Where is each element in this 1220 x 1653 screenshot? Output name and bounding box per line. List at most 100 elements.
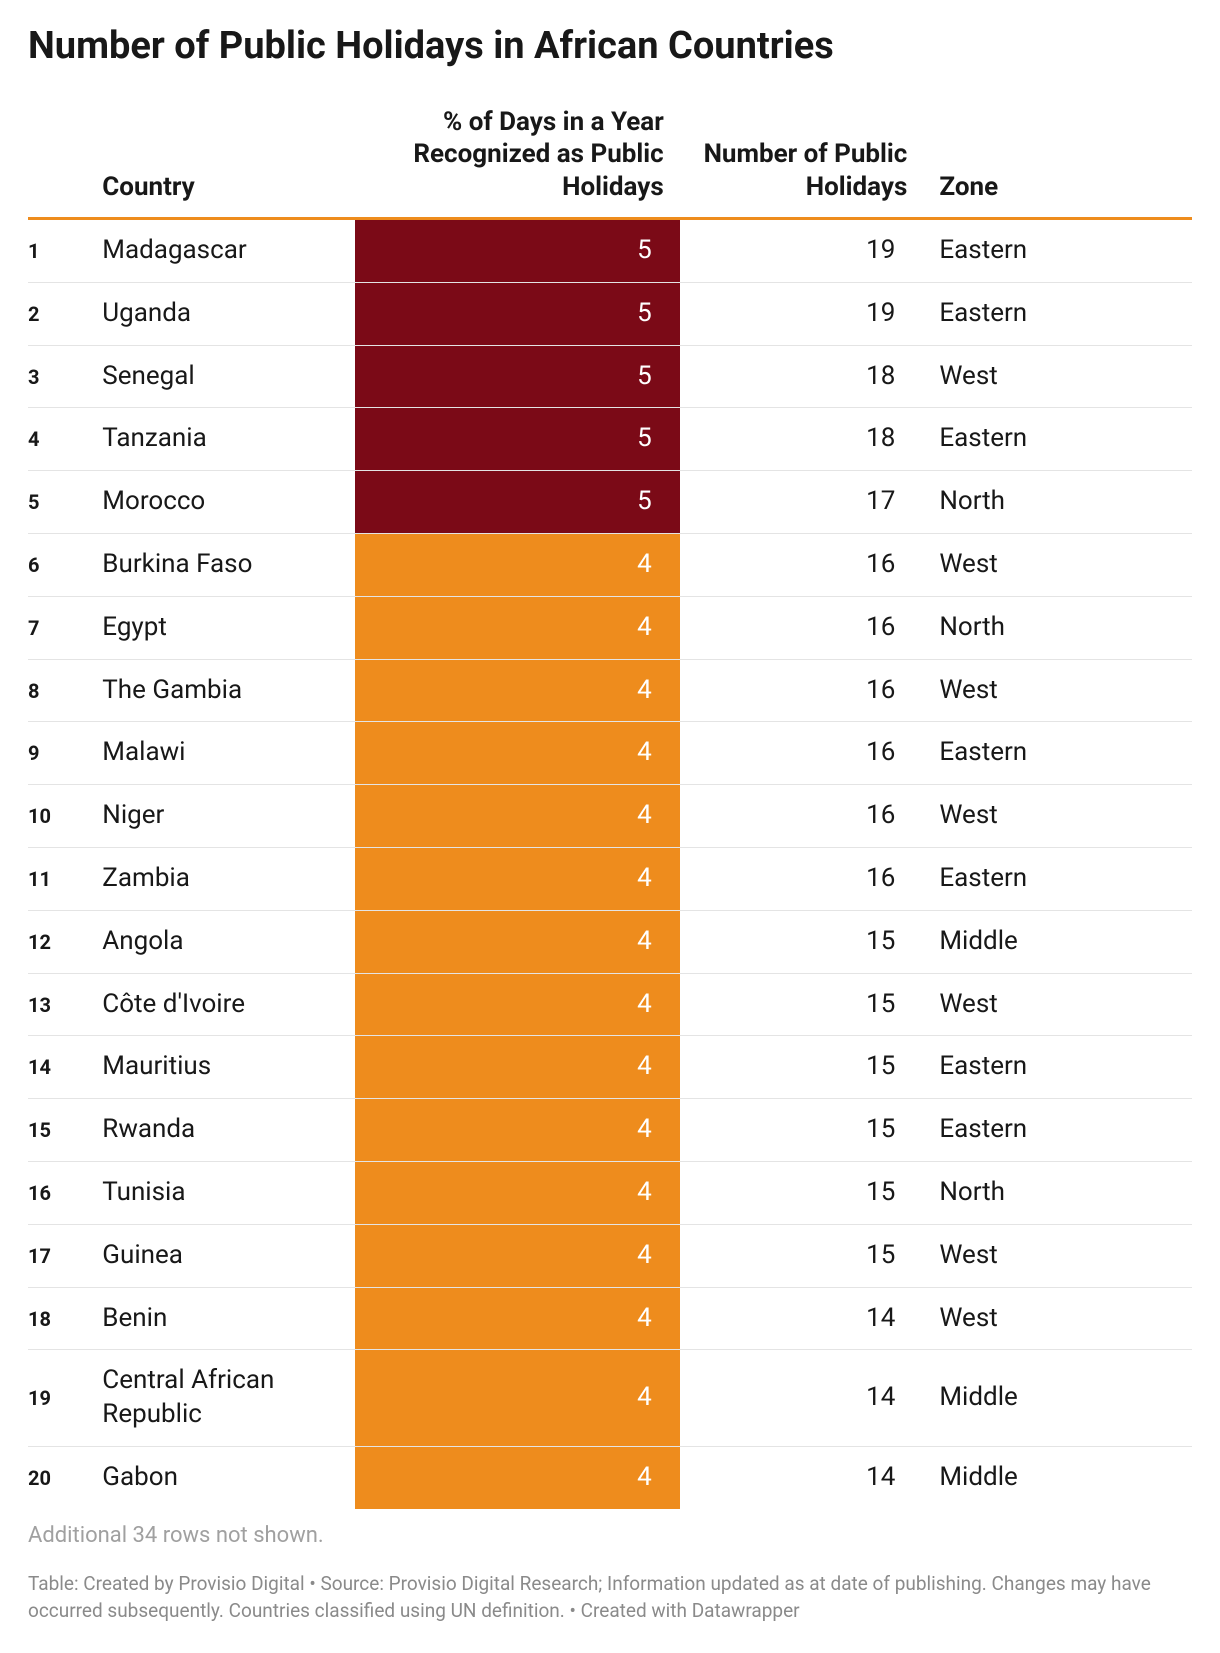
cell-rank: 17: [28, 1224, 86, 1287]
cell-zone: West: [923, 534, 1192, 597]
cell-num: 15: [680, 1162, 924, 1225]
table-row: 18Benin414West: [28, 1287, 1192, 1350]
table-row: 1Madagascar519Eastern: [28, 219, 1192, 283]
cell-pct: 4: [355, 1162, 680, 1225]
cell-rank: 1: [28, 219, 86, 283]
table-row: 6Burkina Faso416West: [28, 534, 1192, 597]
col-header-rank: [28, 98, 86, 219]
page-title: Number of Public Holidays in African Cou…: [28, 24, 1192, 70]
cell-country: Niger: [86, 785, 355, 848]
col-header-zone: Zone: [923, 98, 1192, 219]
cell-pct: 4: [355, 534, 680, 597]
cell-pct: 4: [355, 973, 680, 1036]
cell-zone: Eastern: [923, 282, 1192, 345]
cell-rank: 2: [28, 282, 86, 345]
table-container: Number of Public Holidays in African Cou…: [0, 0, 1220, 1653]
cell-num: 18: [680, 345, 924, 408]
table-credits: Table: Created by Provisio Digital • Sou…: [28, 1570, 1192, 1625]
table-row: 11Zambia416Eastern: [28, 848, 1192, 911]
cell-country: Burkina Faso: [86, 534, 355, 597]
hidden-rows-note: Additional 34 rows not shown.: [28, 1523, 1192, 1548]
table-row: 8The Gambia416West: [28, 659, 1192, 722]
cell-rank: 8: [28, 659, 86, 722]
cell-rank: 18: [28, 1287, 86, 1350]
table-row: 19Central African Republic414Middle: [28, 1350, 1192, 1447]
cell-pct: 4: [355, 659, 680, 722]
table-row: 5Morocco517North: [28, 471, 1192, 534]
cell-country: The Gambia: [86, 659, 355, 722]
cell-pct: 4: [355, 785, 680, 848]
cell-rank: 12: [28, 910, 86, 973]
table-row: 17Guinea415West: [28, 1224, 1192, 1287]
cell-country: Zambia: [86, 848, 355, 911]
cell-num: 15: [680, 1099, 924, 1162]
cell-rank: 7: [28, 596, 86, 659]
cell-country: Angola: [86, 910, 355, 973]
cell-rank: 9: [28, 722, 86, 785]
cell-zone: West: [923, 659, 1192, 722]
table-row: 12Angola415Middle: [28, 910, 1192, 973]
cell-country: Benin: [86, 1287, 355, 1350]
cell-zone: Middle: [923, 1447, 1192, 1509]
cell-zone: Eastern: [923, 722, 1192, 785]
cell-zone: Middle: [923, 910, 1192, 973]
cell-num: 15: [680, 1036, 924, 1099]
cell-zone: West: [923, 973, 1192, 1036]
cell-zone: West: [923, 1224, 1192, 1287]
cell-num: 14: [680, 1287, 924, 1350]
cell-zone: West: [923, 785, 1192, 848]
cell-num: 15: [680, 910, 924, 973]
table-row: 15Rwanda415Eastern: [28, 1099, 1192, 1162]
cell-rank: 19: [28, 1350, 86, 1447]
cell-pct: 5: [355, 408, 680, 471]
cell-pct: 4: [355, 596, 680, 659]
cell-country: Tunisia: [86, 1162, 355, 1225]
cell-pct: 4: [355, 1099, 680, 1162]
cell-rank: 6: [28, 534, 86, 597]
cell-num: 16: [680, 785, 924, 848]
cell-rank: 5: [28, 471, 86, 534]
cell-pct: 5: [355, 471, 680, 534]
cell-rank: 3: [28, 345, 86, 408]
cell-num: 14: [680, 1447, 924, 1509]
cell-country: Egypt: [86, 596, 355, 659]
cell-rank: 14: [28, 1036, 86, 1099]
col-header-country: Country: [86, 98, 355, 219]
table-row: 13Côte d'Ivoire415West: [28, 973, 1192, 1036]
table-row: 3Senegal518West: [28, 345, 1192, 408]
cell-num: 16: [680, 722, 924, 785]
table-row: 7Egypt416North: [28, 596, 1192, 659]
cell-num: 16: [680, 534, 924, 597]
cell-num: 19: [680, 282, 924, 345]
cell-num: 14: [680, 1350, 924, 1447]
cell-zone: Eastern: [923, 219, 1192, 283]
cell-num: 16: [680, 659, 924, 722]
holidays-table: Country % of Days in a Year Recognized a…: [28, 98, 1192, 1509]
table-row: 20Gabon414Middle: [28, 1447, 1192, 1509]
cell-zone: West: [923, 1287, 1192, 1350]
cell-country: Morocco: [86, 471, 355, 534]
cell-country: Uganda: [86, 282, 355, 345]
cell-rank: 16: [28, 1162, 86, 1225]
cell-pct: 4: [355, 1350, 680, 1447]
cell-country: Central African Republic: [86, 1350, 355, 1447]
table-row: 4Tanzania518Eastern: [28, 408, 1192, 471]
cell-country: Tanzania: [86, 408, 355, 471]
cell-country: Gabon: [86, 1447, 355, 1509]
cell-country: Senegal: [86, 345, 355, 408]
table-body: 1Madagascar519Eastern2Uganda519Eastern3S…: [28, 219, 1192, 1509]
cell-pct: 4: [355, 848, 680, 911]
cell-pct: 5: [355, 219, 680, 283]
table-row: 16Tunisia415North: [28, 1162, 1192, 1225]
cell-rank: 4: [28, 408, 86, 471]
cell-country: Malawi: [86, 722, 355, 785]
cell-num: 18: [680, 408, 924, 471]
cell-num: 16: [680, 848, 924, 911]
cell-pct: 4: [355, 722, 680, 785]
cell-rank: 15: [28, 1099, 86, 1162]
cell-zone: Eastern: [923, 848, 1192, 911]
cell-zone: Eastern: [923, 408, 1192, 471]
cell-num: 17: [680, 471, 924, 534]
cell-zone: North: [923, 471, 1192, 534]
cell-zone: Eastern: [923, 1099, 1192, 1162]
